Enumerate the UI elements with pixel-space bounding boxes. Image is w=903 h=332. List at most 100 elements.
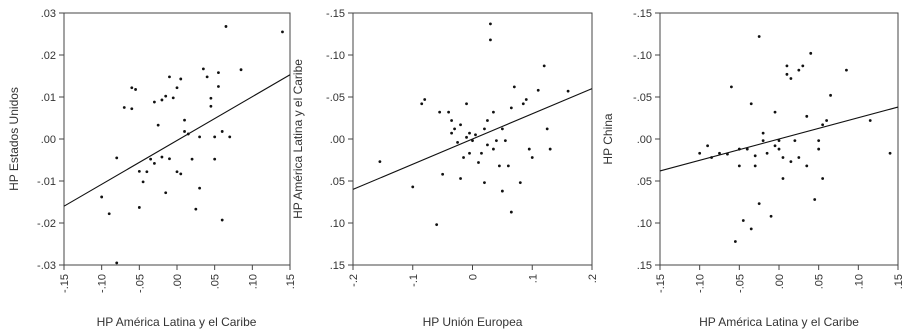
data-point (548, 147, 552, 151)
data-point (753, 164, 757, 168)
data-point (761, 139, 765, 143)
y-axis-title: HP América Latina y el Caribe (291, 59, 305, 219)
data-point (817, 147, 821, 151)
data-point (483, 127, 486, 131)
data-point (115, 156, 119, 160)
data-point (809, 51, 813, 55)
x-tick-label: -.05 (134, 274, 146, 293)
data-point (813, 198, 817, 201)
data-point (512, 85, 516, 89)
data-point (733, 240, 737, 243)
data-point (130, 107, 134, 111)
data-point (468, 131, 471, 135)
data-point (137, 169, 141, 173)
x-axis-title: HP América Latina y el Caribe (97, 315, 257, 329)
data-point (817, 139, 821, 143)
data-point (213, 157, 217, 161)
data-point (179, 77, 183, 81)
data-point (438, 110, 442, 114)
y-tick-label: .10 (637, 218, 652, 230)
data-point (217, 71, 220, 75)
scatter-panel-2: HP Unión Europea HP América Latina y el … (291, 8, 599, 329)
y-tick-label: .02 (41, 50, 56, 62)
x-tick-label: .10 (247, 274, 259, 289)
fit-line (63, 74, 291, 207)
data-point (777, 139, 781, 143)
data-point (115, 261, 119, 265)
y-axis-title: HP Estados Unidos (7, 87, 21, 191)
data-point (737, 164, 741, 168)
data-point (137, 206, 141, 209)
data-point (777, 147, 781, 151)
data-point (829, 93, 832, 97)
y-tick-label: -.05 (633, 92, 652, 104)
data-point (524, 98, 528, 101)
data-point (209, 104, 213, 108)
data-point (749, 227, 753, 231)
data-point (474, 133, 477, 137)
y-tick-label: .00 (41, 134, 56, 146)
data-point (175, 86, 179, 90)
data-point (821, 177, 825, 180)
data-point (450, 131, 453, 135)
data-point (492, 147, 495, 151)
y-tick-label: -.15 (633, 8, 652, 20)
data-point (420, 102, 424, 106)
scatter-panel-3: HP América Latina y el Caribe HP China -… (601, 8, 903, 329)
data-point (545, 127, 549, 131)
y-tick-label: -.10 (326, 50, 345, 62)
data-point (489, 38, 492, 42)
data-point (465, 135, 468, 139)
data-point (773, 110, 777, 114)
data-point (698, 151, 702, 155)
x-tick-label: -.10 (695, 274, 707, 293)
data-point (224, 25, 228, 28)
data-point (168, 157, 171, 161)
data-point (745, 147, 749, 151)
data-point (186, 132, 190, 136)
y-tick-label: .00 (330, 134, 345, 146)
data-point (122, 106, 126, 109)
x-tick-label: -.10 (97, 274, 109, 293)
y-tick-label: .01 (41, 92, 56, 104)
data-point (868, 119, 872, 122)
data-point (825, 119, 828, 122)
data-point (453, 127, 456, 131)
y-tick-label: .15 (637, 260, 652, 272)
y-tick-label: .15 (330, 260, 345, 272)
y-tick-label: .10 (330, 218, 345, 230)
data-point (726, 152, 729, 156)
data-point (500, 189, 504, 193)
data-point (805, 114, 809, 118)
data-point (378, 160, 382, 164)
data-point (718, 151, 721, 155)
y-tick-label: -.15 (326, 8, 345, 20)
data-point (462, 156, 465, 159)
data-point (503, 139, 507, 143)
y-tick-label: -.05 (326, 92, 345, 104)
data-point (781, 156, 785, 159)
data-point (468, 151, 471, 155)
data-point (134, 88, 137, 91)
x-tick-label: -.05 (734, 274, 746, 293)
data-point (761, 131, 765, 135)
data-point (459, 177, 462, 180)
x-tick-label: .1 (527, 274, 539, 283)
data-point (789, 77, 793, 80)
x-tick-label: .10 (853, 274, 865, 289)
data-point (465, 102, 468, 106)
data-point (483, 181, 486, 185)
y-tick-label: .05 (637, 176, 652, 188)
data-point (441, 172, 445, 176)
x-tick-label: .2 (587, 274, 599, 283)
data-point (737, 147, 741, 151)
data-point (492, 110, 495, 114)
plot-frame (63, 12, 291, 266)
data-point (217, 85, 220, 88)
data-point (145, 170, 149, 174)
data-point (156, 123, 160, 127)
data-point (486, 143, 489, 147)
data-point (107, 212, 111, 216)
data-point (793, 139, 797, 143)
